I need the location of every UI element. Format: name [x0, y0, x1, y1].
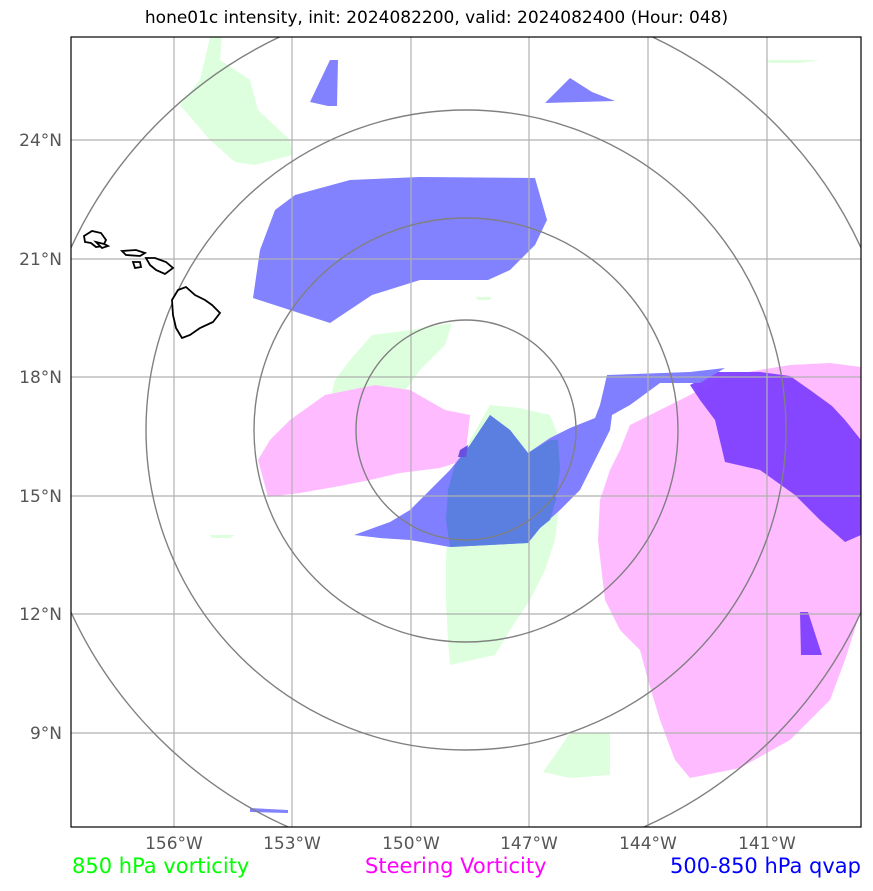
y-tick-label: 18°N [19, 368, 62, 388]
y-tick-label: 12°N [19, 605, 62, 625]
y-axis: 24°N 21°N 18°N 15°N 12°N 9°N [19, 131, 62, 744]
gridlines [71, 37, 861, 827]
qvap-area [545, 78, 615, 103]
qvap-area [310, 60, 338, 106]
range-ring [355, 319, 577, 541]
island-maui [144, 257, 175, 276]
island-lanai [131, 261, 143, 270]
y-tick-label: 15°N [19, 487, 62, 507]
qvap-area [800, 612, 822, 655]
x-tick-label: 156°W [145, 834, 203, 854]
range-rings [71, 37, 861, 827]
vorticity-area [765, 60, 820, 63]
steering-area [258, 385, 470, 497]
x-axis: 156°W 153°W 150°W 147°W 144°W 141°W [145, 834, 796, 854]
x-tick-label: 153°W [263, 834, 321, 854]
island-oahu [93, 240, 111, 250]
y-tick-label: 24°N [19, 131, 62, 151]
range-ring [253, 217, 679, 643]
legend-steering-vorticity: Steering Vorticity [365, 854, 547, 878]
qvap-core [354, 368, 725, 547]
qvap-area [253, 177, 547, 323]
qvap-area [446, 415, 560, 547]
x-tick-label: 141°W [738, 834, 796, 854]
map-title: hone01c intensity, init: 2024082200, val… [144, 8, 729, 28]
hawaii-coastline [83, 230, 222, 340]
vorticity-area [180, 37, 292, 165]
vorticity-area [475, 297, 492, 300]
vorticity-area [210, 535, 235, 538]
legend-qvap: 500-850 hPa qvap [670, 854, 861, 878]
x-tick-label: 150°W [382, 834, 440, 854]
island-big-island [171, 285, 222, 340]
qvap-layer [250, 60, 615, 813]
qvap-overlap-layer [690, 372, 861, 655]
y-tick-label: 9°N [30, 724, 62, 744]
island-molokai [119, 249, 148, 257]
y-tick-label: 21°N [19, 250, 62, 270]
x-tick-label: 144°W [619, 834, 677, 854]
qvap-area [250, 808, 288, 813]
legend-850-vorticity: 850 hPa vorticity [72, 854, 250, 878]
x-tick-label: 147°W [500, 834, 558, 854]
qvap-area [458, 445, 468, 457]
vorticity-area [543, 733, 610, 778]
range-ring [145, 109, 787, 751]
plot-border [70, 36, 862, 828]
qvap-area [690, 372, 861, 542]
